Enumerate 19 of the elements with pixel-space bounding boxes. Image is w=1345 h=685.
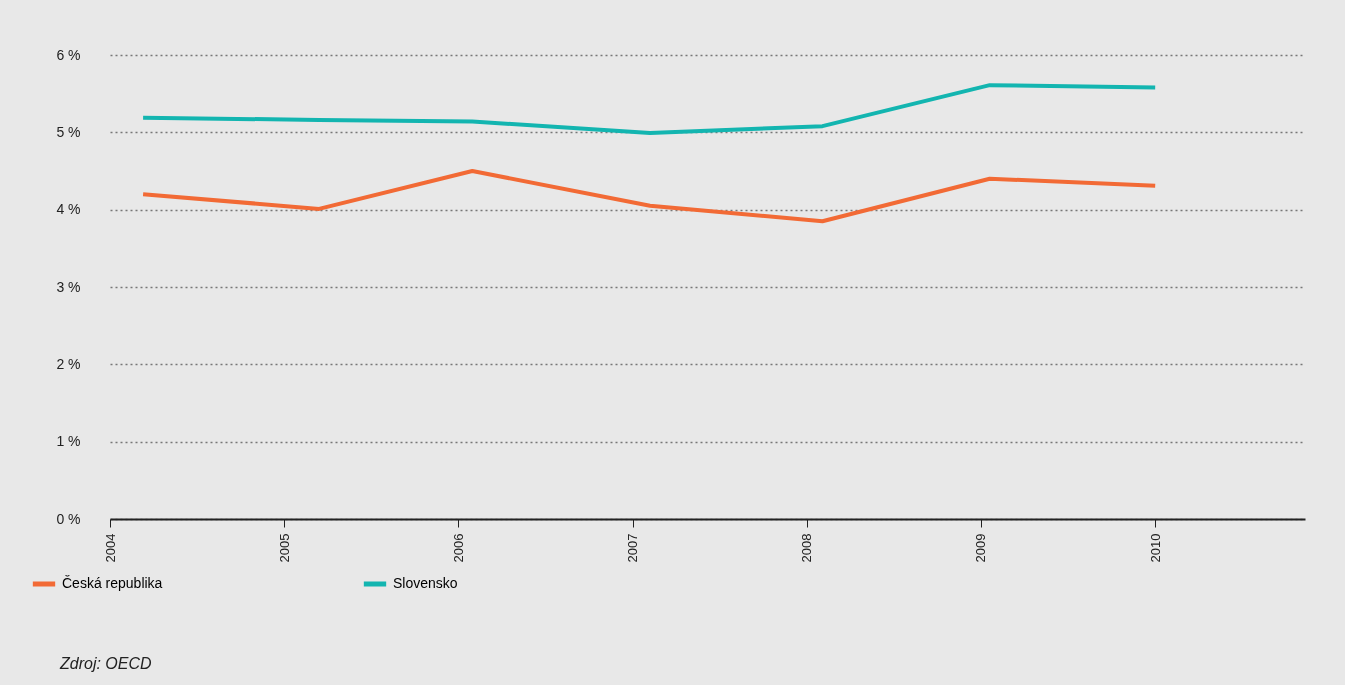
text: Zdroj: OECD	[59, 655, 153, 672]
line-series	[141, 169, 1158, 224]
x-tick-label: 2008	[799, 533, 815, 563]
y-tick-label: 3 %	[56, 278, 81, 295]
x-tick-label: 2006	[450, 533, 466, 563]
x-tick-label: 2010	[1147, 533, 1163, 563]
legend-label: Česká republika	[62, 575, 163, 591]
y-tick-label: 5 %	[56, 123, 81, 140]
y-tick-label: 0 %	[56, 510, 81, 527]
x-tick-label: 2007	[625, 533, 641, 563]
y-tick-label: 4 %	[56, 201, 81, 218]
x-tick-label: 2005	[276, 533, 292, 563]
line-series	[141, 83, 1158, 136]
y-tick-label: 2 %	[56, 355, 81, 372]
y-tick-label: 6 %	[56, 46, 81, 63]
x-tick-label: 2009	[973, 533, 989, 563]
y-tick-label: 1 %	[56, 433, 81, 450]
legend-label: Slovensko	[393, 575, 458, 591]
x-tick-label: 2004	[102, 533, 118, 563]
